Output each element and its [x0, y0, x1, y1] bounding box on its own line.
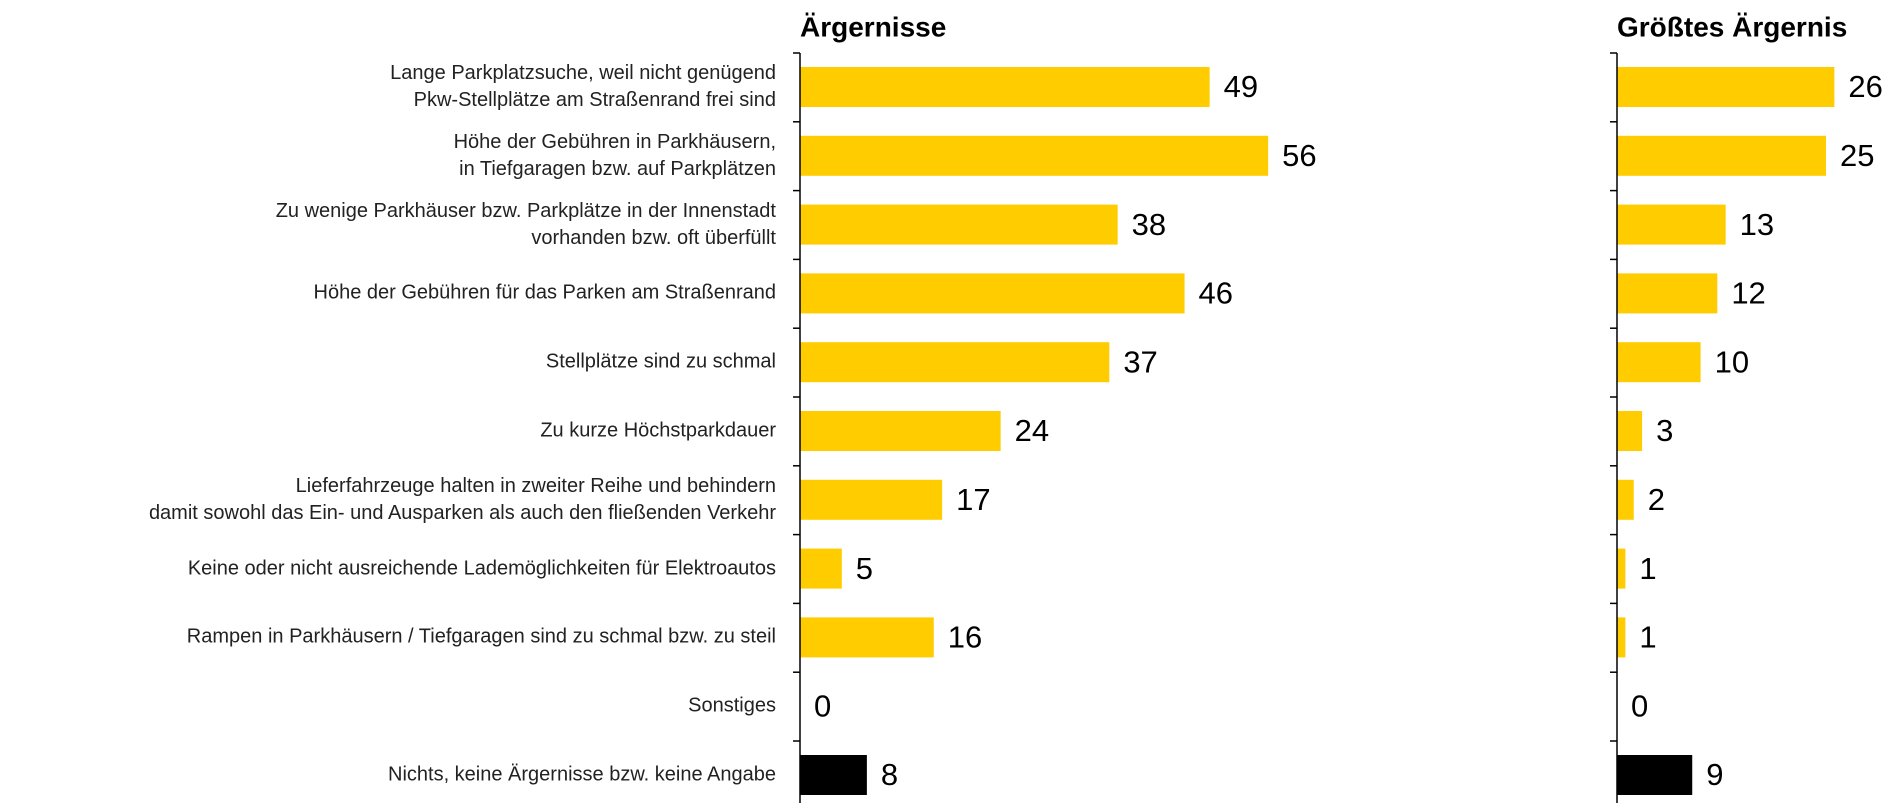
- chart-title: Ärgernisse: [800, 11, 946, 42]
- value-label: 38: [1132, 207, 1166, 242]
- bar: [800, 67, 1210, 107]
- value-label: 8: [881, 757, 898, 792]
- value-label: 24: [1015, 413, 1049, 448]
- category-label: Sonstiges: [688, 694, 776, 717]
- category-label: Nichts, keine Ärgernisse bzw. keine Anga…: [388, 763, 776, 786]
- category-label: Rampen in Parkhäusern / Tiefgaragen sind…: [186, 625, 776, 648]
- value-label: 12: [1731, 276, 1765, 311]
- value-label: 0: [814, 688, 831, 723]
- value-label: 25: [1840, 138, 1874, 173]
- bar: [1617, 617, 1626, 658]
- value-label: 17: [956, 482, 990, 517]
- bar: [1617, 548, 1626, 589]
- bar: [800, 204, 1118, 245]
- bar: [800, 411, 1001, 451]
- value-label: 3: [1656, 413, 1673, 448]
- value-label: 49: [1224, 69, 1258, 104]
- bar: [800, 273, 1185, 314]
- bar: [800, 342, 1110, 383]
- value-label: 9: [1706, 757, 1723, 792]
- bar: [1617, 273, 1718, 314]
- bar: [1617, 204, 1726, 245]
- category-label: Keine oder nicht ausreichende Lademöglic…: [187, 557, 776, 580]
- bar: [800, 755, 867, 795]
- value-label: 13: [1740, 207, 1774, 242]
- category-label: Lange Parkplatzsuche, weil nicht genügen…: [390, 62, 776, 111]
- bar: [1617, 479, 1634, 520]
- bar: [1617, 342, 1701, 383]
- bar: [1617, 67, 1835, 107]
- value-label: 37: [1123, 344, 1157, 379]
- category-label: Zu kurze Höchstparkdauer: [540, 419, 776, 442]
- value-label: 16: [948, 620, 982, 655]
- value-label: 1: [1639, 620, 1656, 655]
- value-label: 2: [1648, 482, 1665, 517]
- value-label: 46: [1199, 276, 1233, 311]
- category-label: Zu wenige Parkhäuser bzw. Parkplätze in …: [275, 199, 776, 249]
- bar: [800, 617, 934, 658]
- chart-title: Größtes Ärgernis: [1617, 11, 1847, 42]
- bar: [1617, 411, 1643, 451]
- value-label: 56: [1282, 138, 1316, 173]
- category-label: Lieferfahrzeuge halten in zweiter Reihe …: [148, 474, 776, 524]
- bar: [1617, 135, 1826, 176]
- bar: [800, 479, 943, 520]
- value-label: 26: [1848, 69, 1882, 104]
- value-label: 1: [1639, 551, 1656, 586]
- value-label: 0: [1631, 688, 1648, 723]
- value-label: 5: [856, 551, 873, 586]
- bar: [800, 548, 842, 589]
- category-label: Höhe der Gebühren für das Parken am Stra…: [313, 281, 776, 304]
- value-label: 10: [1715, 344, 1749, 379]
- category-label: Stellplätze sind zu schmal: [545, 350, 776, 373]
- category-label: Höhe der Gebühren in Parkhäusern, in Tie…: [453, 130, 776, 180]
- bar: [800, 135, 1269, 176]
- bar: [1617, 755, 1693, 795]
